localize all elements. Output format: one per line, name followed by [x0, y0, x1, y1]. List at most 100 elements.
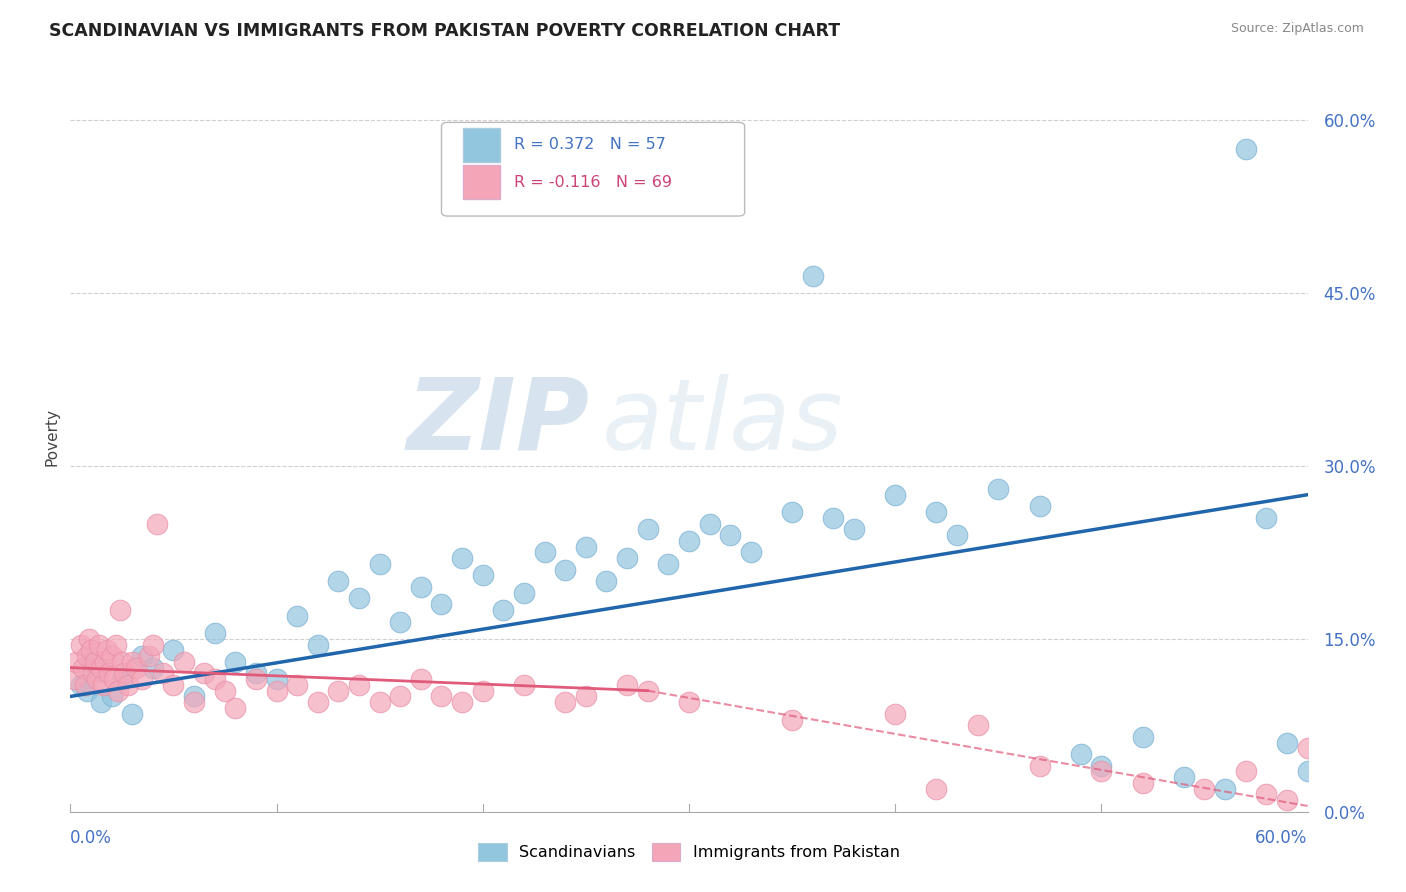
Point: [409, 580, 432, 594]
Point: [740, 545, 762, 559]
Point: [1234, 142, 1257, 156]
Point: [718, 528, 741, 542]
Point: [451, 551, 474, 566]
Point: [112, 666, 135, 681]
Point: [80, 655, 103, 669]
Point: [69, 638, 91, 652]
Point: [1132, 730, 1154, 744]
Point: [204, 626, 226, 640]
Point: [285, 678, 308, 692]
Point: [80, 643, 103, 657]
Text: Source: ZipAtlas.com: Source: ZipAtlas.com: [1230, 22, 1364, 36]
Point: [347, 591, 370, 606]
Point: [103, 672, 125, 686]
Point: [1090, 758, 1112, 772]
Point: [1028, 758, 1050, 772]
Point: [224, 655, 246, 669]
Point: [96, 643, 118, 657]
Point: [1173, 770, 1195, 784]
Point: [554, 695, 576, 709]
Point: [513, 585, 536, 599]
Point: [162, 678, 184, 692]
Point: [183, 690, 205, 704]
Point: [121, 706, 143, 721]
Point: [91, 678, 114, 692]
Point: [111, 655, 134, 669]
Point: [595, 574, 617, 589]
Point: [884, 488, 907, 502]
Point: [224, 701, 246, 715]
Point: [657, 557, 679, 571]
Point: [266, 672, 288, 686]
Point: [285, 608, 308, 623]
Text: R = -0.116   N = 69: R = -0.116 N = 69: [515, 175, 672, 190]
Text: 0.0%: 0.0%: [70, 829, 112, 847]
Point: [183, 695, 205, 709]
Point: [492, 603, 515, 617]
Point: [409, 672, 432, 686]
Point: [1275, 793, 1298, 807]
Point: [451, 695, 474, 709]
Point: [1132, 776, 1154, 790]
Point: [1090, 764, 1112, 779]
Point: [368, 557, 391, 571]
Point: [89, 638, 111, 652]
Legend: Scandinavians, Immigrants from Pakistan: Scandinavians, Immigrants from Pakistan: [471, 836, 907, 867]
Point: [121, 655, 143, 669]
Point: [616, 551, 638, 566]
Point: [471, 683, 494, 698]
Point: [63, 672, 86, 686]
Point: [966, 718, 988, 732]
Text: atlas: atlas: [602, 374, 844, 471]
Point: [193, 666, 215, 681]
Point: [637, 683, 659, 698]
Point: [72, 660, 94, 674]
Point: [389, 615, 412, 629]
Point: [108, 603, 131, 617]
Point: [111, 672, 134, 686]
Point: [328, 574, 350, 589]
Point: [142, 660, 165, 674]
Point: [173, 655, 195, 669]
Point: [1213, 781, 1236, 796]
Point: [925, 505, 948, 519]
Point: [1256, 788, 1278, 802]
Point: [82, 666, 104, 681]
Point: [347, 678, 370, 692]
FancyBboxPatch shape: [463, 165, 499, 199]
Point: [86, 672, 108, 686]
Point: [65, 655, 87, 669]
Point: [1275, 735, 1298, 749]
Point: [214, 683, 236, 698]
Point: [107, 683, 129, 698]
Point: [84, 666, 107, 681]
Point: [987, 482, 1010, 496]
Point: [76, 683, 98, 698]
Point: [117, 678, 139, 692]
Point: [389, 690, 412, 704]
Point: [98, 666, 121, 681]
Point: [94, 655, 117, 669]
Point: [780, 713, 803, 727]
Point: [823, 510, 845, 524]
Point: [513, 678, 536, 692]
Point: [842, 522, 865, 536]
Point: [266, 683, 288, 698]
Point: [100, 690, 122, 704]
Point: [678, 695, 700, 709]
Point: [328, 683, 350, 698]
Point: [1296, 764, 1319, 779]
Point: [162, 643, 184, 657]
Point: [84, 655, 107, 669]
Point: [142, 638, 165, 652]
Point: [1234, 764, 1257, 779]
Point: [1296, 741, 1319, 756]
Point: [430, 597, 453, 611]
Point: [884, 706, 907, 721]
FancyBboxPatch shape: [463, 128, 499, 161]
Point: [368, 695, 391, 709]
Point: [699, 516, 721, 531]
Point: [780, 505, 803, 519]
Point: [637, 522, 659, 536]
Point: [125, 660, 148, 674]
